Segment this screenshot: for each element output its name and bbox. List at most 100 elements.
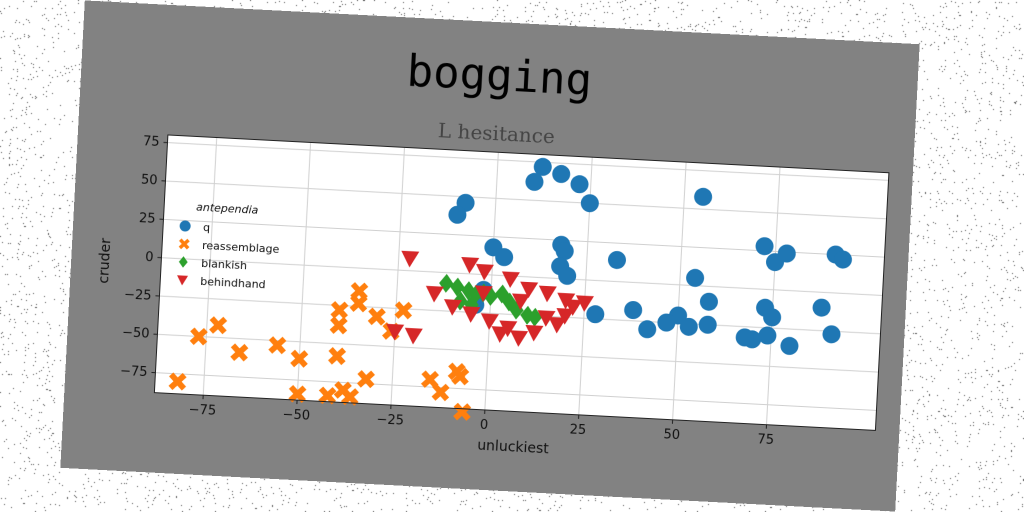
data-point	[474, 285, 493, 302]
data-point	[570, 175, 589, 194]
y-grid-line	[157, 333, 879, 373]
data-point	[555, 242, 574, 261]
data-point	[533, 157, 552, 176]
data-point	[349, 294, 368, 313]
data-point	[607, 251, 626, 270]
data-point	[330, 301, 349, 320]
x-grid-line	[765, 167, 781, 425]
legend-item: q	[179, 220, 211, 234]
data-point	[520, 281, 539, 299]
legend-marker	[179, 220, 191, 232]
data-point	[512, 293, 531, 311]
data-point	[425, 285, 444, 303]
data-point	[461, 281, 476, 301]
y-tick-label: 50	[141, 173, 158, 189]
data-point	[450, 277, 465, 297]
x-grid-line	[484, 152, 499, 410]
data-point	[558, 266, 577, 285]
data-point	[552, 165, 571, 184]
data-point	[480, 313, 499, 330]
y-tick-label: −75	[120, 364, 148, 380]
legend-marker	[178, 256, 188, 268]
y-grid-line	[159, 295, 881, 335]
data-point	[462, 306, 481, 323]
legend-label: blankish	[201, 257, 248, 272]
y-axis-label: cruder	[96, 237, 114, 284]
series-behindhand	[386, 250, 594, 347]
chart-subtitle: L hesitance	[437, 118, 555, 148]
data-point	[453, 402, 472, 421]
data-point	[502, 292, 517, 312]
data-point	[475, 263, 494, 281]
x-tick-label: 75	[757, 432, 774, 448]
data-point	[491, 326, 510, 343]
x-tick-label: −25	[376, 412, 404, 428]
data-point	[230, 343, 249, 362]
data-point	[168, 372, 187, 391]
data-point	[431, 383, 450, 402]
x-tick-label: 25	[569, 422, 586, 438]
data-point	[538, 285, 557, 303]
y-tick-label: 25	[139, 211, 156, 227]
data-point	[548, 316, 567, 334]
data-point	[510, 330, 529, 347]
data-point	[501, 271, 520, 289]
data-point	[367, 307, 386, 326]
data-point	[404, 327, 423, 345]
data-point	[822, 325, 841, 344]
legend-item: reassemblage	[178, 238, 280, 256]
x-grid-line	[202, 137, 218, 396]
data-point	[698, 315, 717, 334]
legend-marker	[177, 275, 189, 286]
data-point	[525, 172, 544, 191]
data-point	[448, 205, 467, 224]
x-axis-label: unluckiest	[477, 438, 550, 458]
legend-item: blankish	[178, 256, 248, 272]
data-point	[290, 349, 309, 368]
data-point	[699, 292, 718, 311]
legend-title: antependia	[196, 201, 259, 217]
legend-label: reassemblage	[202, 239, 280, 256]
data-point	[340, 387, 360, 406]
data-point	[525, 324, 544, 342]
data-point	[556, 308, 575, 325]
data-point	[394, 301, 413, 320]
data-point	[638, 320, 657, 339]
data-point	[461, 256, 480, 274]
data-point	[401, 250, 420, 268]
data-point	[495, 248, 514, 267]
data-point	[657, 313, 676, 332]
y-grid-line	[155, 372, 877, 411]
data-point	[586, 305, 605, 324]
data-point	[329, 316, 348, 335]
y-tick-label: 75	[143, 134, 160, 150]
y-tick-label: 0	[145, 250, 154, 265]
data-point	[758, 326, 777, 345]
data-point	[356, 370, 375, 389]
y-grid-line	[161, 257, 883, 296]
data-point	[420, 370, 439, 389]
y-grid-line	[167, 142, 889, 181]
data-point	[679, 317, 698, 336]
data-point	[735, 328, 754, 347]
data-point	[189, 327, 208, 346]
x-tick-label: −50	[282, 407, 310, 423]
data-point	[537, 310, 556, 327]
data-point	[386, 323, 405, 341]
data-point	[328, 347, 347, 366]
legend-label: q	[203, 221, 211, 234]
series-reassemblage	[168, 282, 472, 421]
data-point	[812, 298, 831, 317]
legend-item: behindhand	[177, 275, 266, 291]
x-grid-line	[390, 147, 405, 406]
plot-border	[153, 134, 890, 431]
data-point	[520, 305, 535, 325]
y-tick-label: −25	[124, 287, 152, 303]
data-point	[318, 386, 337, 405]
data-point	[755, 237, 774, 256]
data-point	[451, 367, 470, 386]
x-tick-label: 50	[663, 427, 680, 443]
x-tick-label: 0	[480, 418, 489, 433]
y-tick-label: −50	[122, 326, 150, 342]
